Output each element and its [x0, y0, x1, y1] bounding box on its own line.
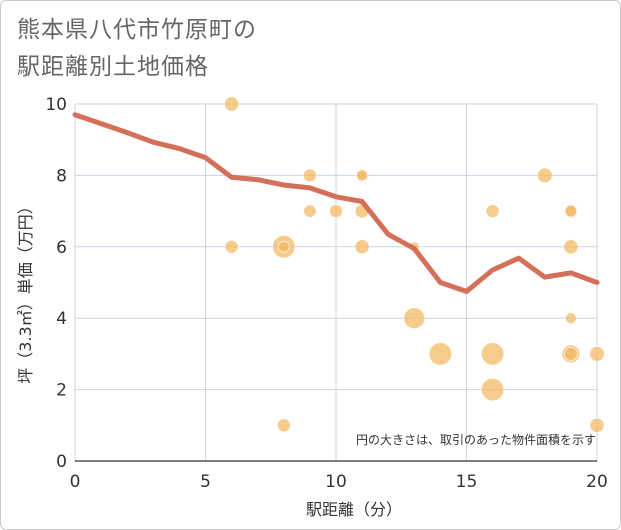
bubble-point: [303, 204, 317, 218]
x-tick-labels: 0 5 10 15 20: [70, 472, 608, 492]
bubble-point: [565, 312, 577, 324]
bubble-point: [481, 342, 505, 366]
trend-line-series: [72, 112, 600, 294]
bubble-point: [564, 204, 578, 218]
bubble-point: [224, 96, 240, 112]
bubble-point: [537, 167, 553, 184]
y-tick-label: 10: [45, 95, 67, 115]
x-tick-label: 15: [456, 472, 478, 492]
bubble-point: [354, 239, 370, 255]
x-tick-label: 20: [586, 472, 608, 492]
bubble-point: [356, 169, 368, 182]
bubble-series: [224, 96, 605, 433]
x-tick-label: 0: [70, 472, 81, 492]
y-axis-label: 坪（3.3㎡）単価（万円）: [16, 198, 35, 383]
bubble-point: [403, 307, 426, 329]
bubble-point: [224, 240, 239, 254]
y-tick-label: 2: [56, 381, 67, 401]
bubble-point: [485, 204, 500, 218]
x-axis-label: 駅距離（分）: [306, 500, 402, 519]
grid: [74, 103, 598, 462]
average-price-line: [72, 112, 600, 294]
bubble-point: [589, 346, 605, 362]
y-tick-labels: 0 2 4 6 8 10: [45, 95, 67, 472]
bubble-point: [303, 168, 317, 183]
y-tick-label: 0: [56, 452, 67, 472]
bubble-point: [276, 418, 291, 433]
bubble-point: [564, 347, 578, 361]
bubble-point: [278, 241, 290, 253]
bubble-point: [329, 204, 343, 218]
bubble-point: [563, 239, 579, 255]
bubble-point: [589, 417, 605, 433]
bubble-point: [481, 378, 505, 402]
y-tick-label: 8: [56, 166, 67, 186]
y-tick-label: 4: [56, 309, 67, 329]
bubble-size-note: 円の大きさは、取引のあった物件面積を示す: [356, 432, 596, 447]
x-tick-label: 5: [200, 472, 211, 492]
bubble-point: [428, 342, 452, 366]
chart-title-line2: 駅距離別土地価格: [17, 54, 209, 80]
chart-title-line1: 熊本県八代市竹原町の: [17, 17, 257, 43]
x-tick-label: 10: [325, 472, 347, 492]
y-tick-label: 6: [56, 238, 67, 258]
